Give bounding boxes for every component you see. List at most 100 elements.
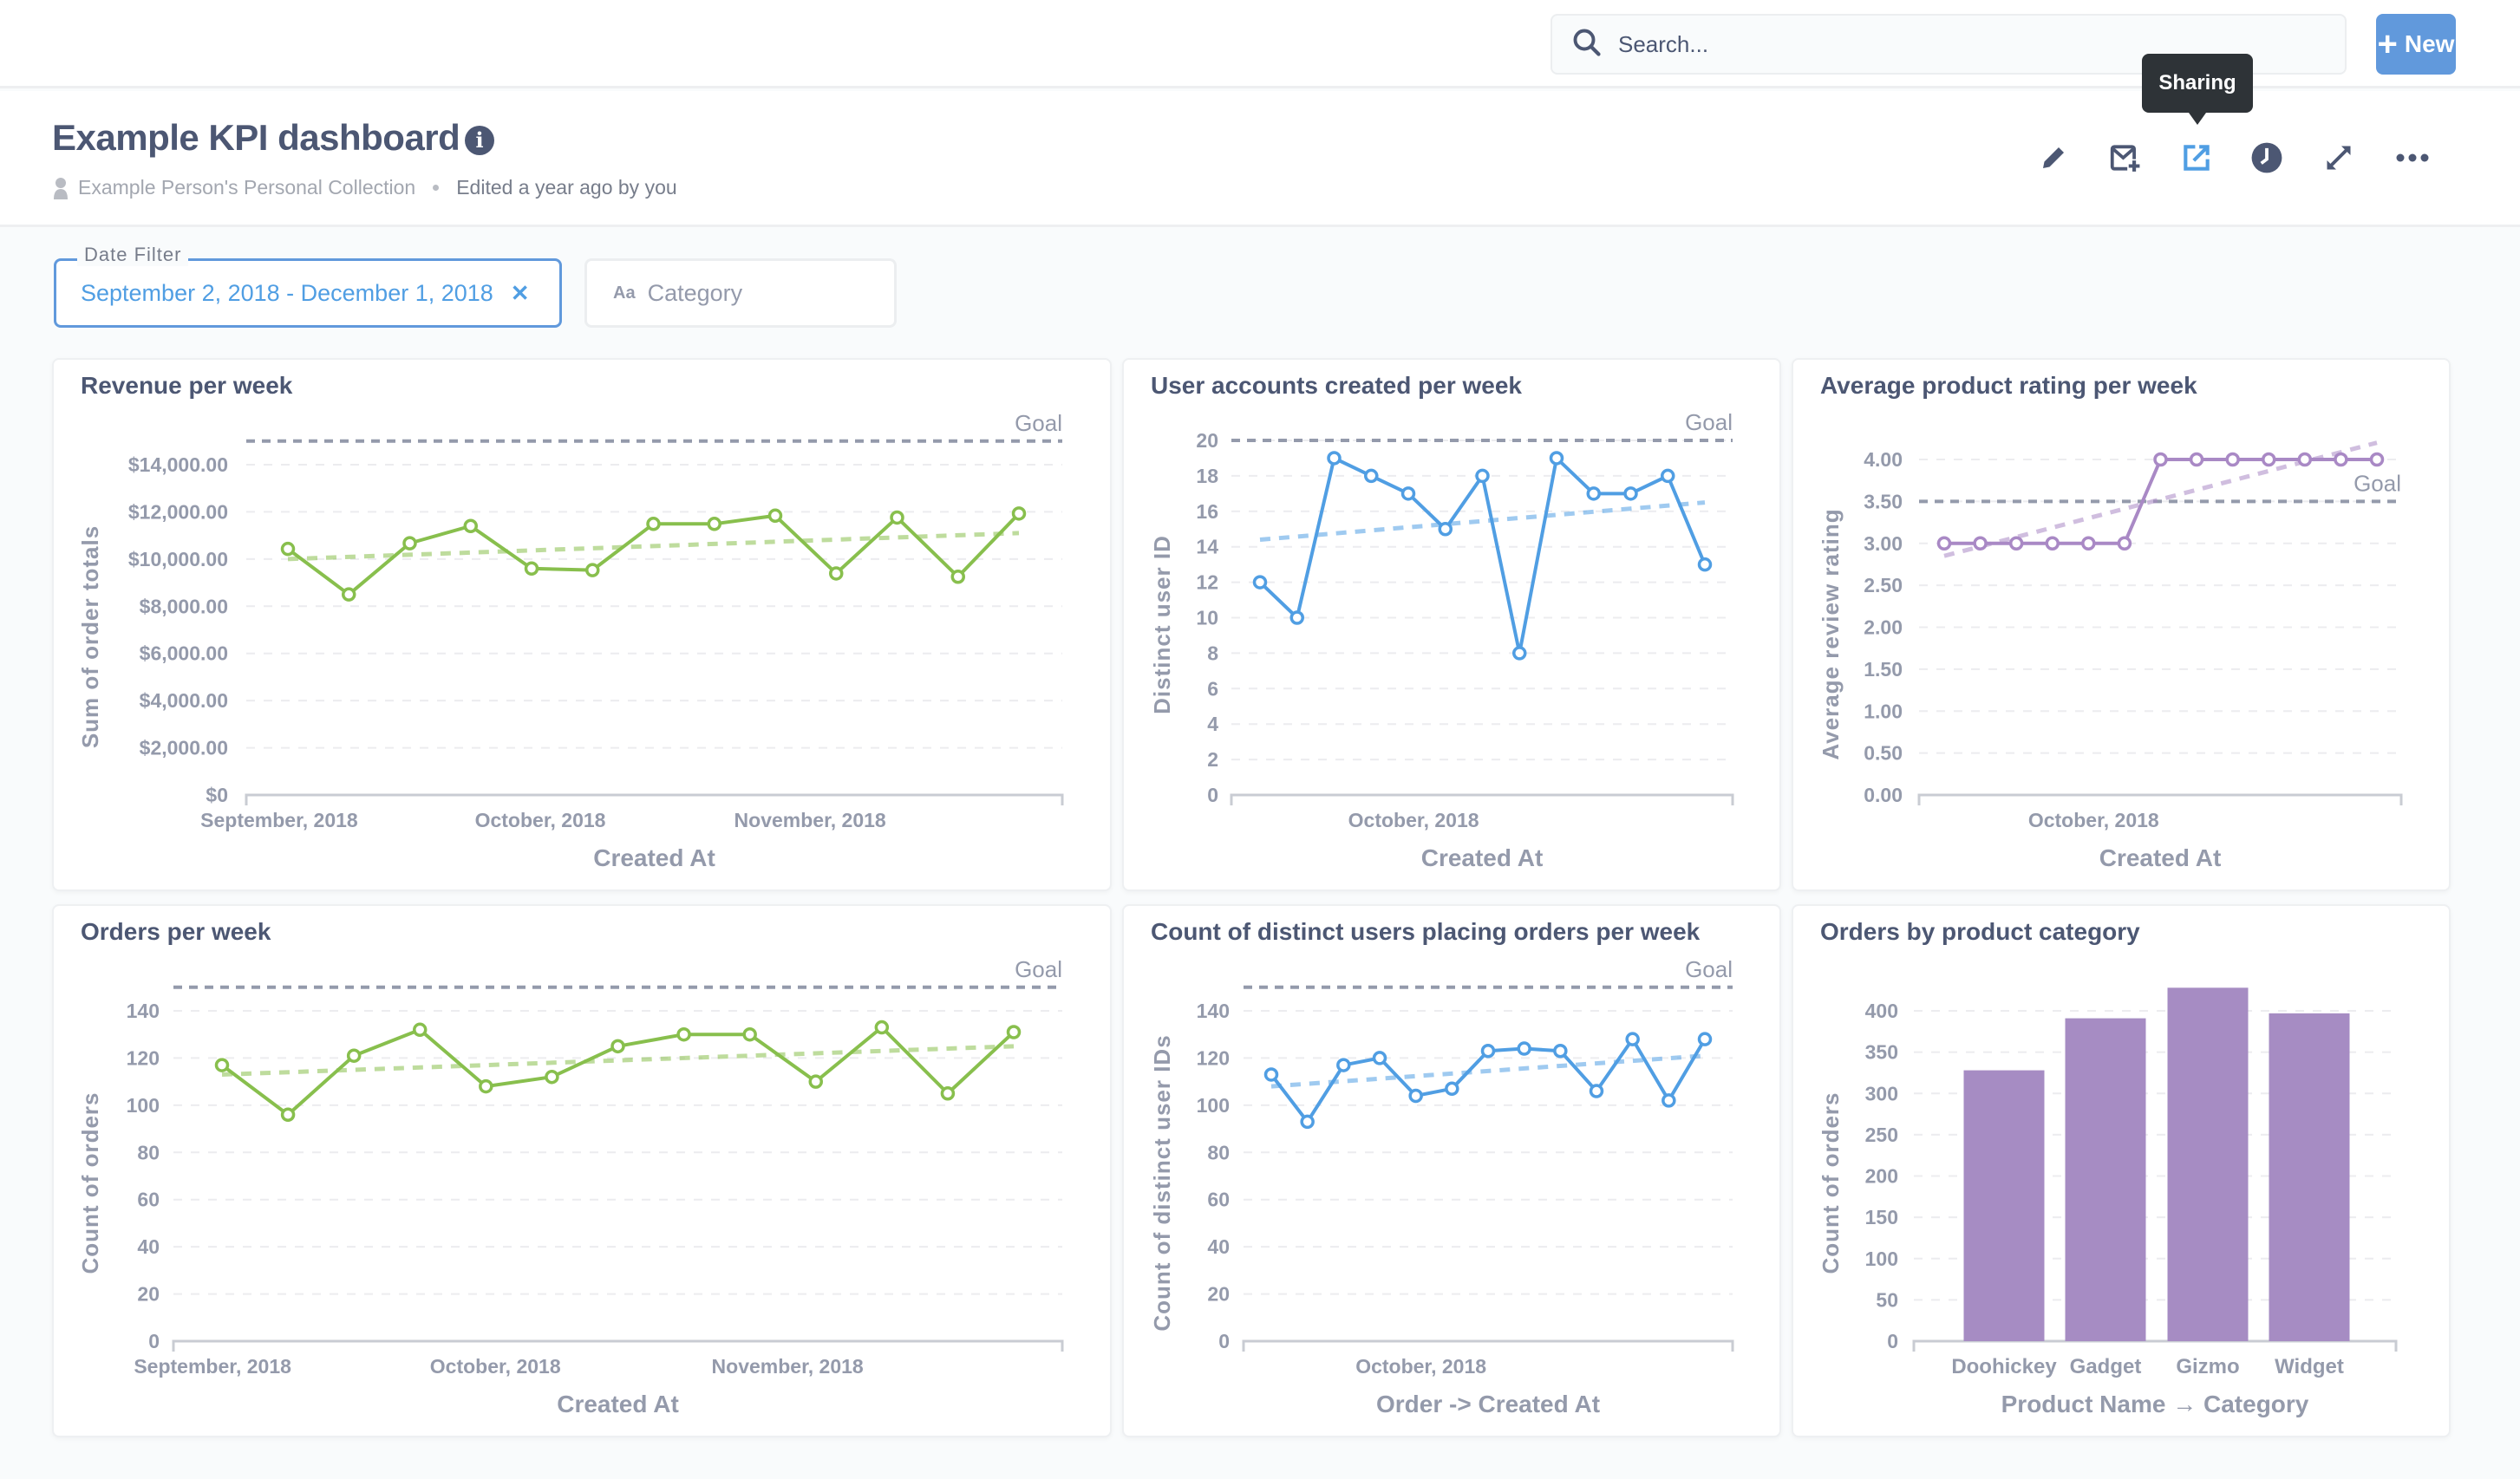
- card-distinct-users-per-week[interactable]: 0 20 40 60 80 100 120 140 Count of distinct user…: [1122, 904, 1781, 1437]
- card-title[interactable]: Count of distinct users placing orders p…: [1151, 918, 1701, 945]
- new-button[interactable]: + New: [2376, 14, 2456, 75]
- card-title[interactable]: Average product rating per week: [1820, 372, 2197, 399]
- fullscreen-button[interactable]: [2320, 139, 2358, 177]
- y-axis-title: Sum of order totals: [77, 525, 103, 748]
- y-tick-label: 10: [1196, 607, 1218, 629]
- category-filter-placeholder: Category: [647, 279, 743, 306]
- y-tick-label: 8: [1207, 642, 1218, 664]
- card-revenue-per-week[interactable]: $0 $2,000.00 $4,000.00 $6,000.00 $8,000.00 $1…: [52, 358, 1112, 891]
- data-point: [1697, 557, 1713, 572]
- y-tick-label: 16: [1196, 500, 1218, 523]
- x-axis-line: [172, 1339, 1064, 1352]
- subscription-icon: [2110, 145, 2141, 173]
- y-tick-label: 60: [1207, 1189, 1230, 1211]
- card-user-accounts-per-week[interactable]: 0 2 4 6 8 10 12 14 16 18 20 Distinct user ID Created…: [1122, 358, 1781, 891]
- x-axis-line: [1912, 1339, 2398, 1352]
- data-point: [2045, 536, 2060, 551]
- data-point: [742, 1026, 757, 1042]
- page-title: Example KPI dashboard: [52, 117, 460, 158]
- y-axis-title: Count of orders: [77, 1092, 103, 1274]
- info-icon[interactable]: i: [465, 126, 494, 155]
- y-axis-title: Distinct user ID: [1149, 535, 1175, 714]
- data-point: [1586, 486, 1601, 501]
- card-average-rating-per-week[interactable]: 0.00 0.50 1.00 1.50 2.00 2.50 3.00 3.50 4.00 Aver…: [1792, 358, 2451, 891]
- category-filter[interactable]: Aa Category: [584, 258, 897, 328]
- collection-link[interactable]: Example Person's Personal Collection: [78, 176, 416, 199]
- data-point: [610, 1039, 625, 1054]
- clear-filter-icon[interactable]: ✕: [510, 279, 530, 306]
- x-tick-label: October, 2018: [475, 809, 606, 831]
- y-tick-label: $2,000.00: [140, 737, 228, 759]
- x-tick-label: October, 2018: [1348, 809, 1479, 831]
- y-tick-label: 350: [1865, 1041, 1898, 1064]
- card-title[interactable]: User accounts created per week: [1151, 372, 1522, 399]
- data-point: [402, 536, 417, 551]
- data-point: [2262, 452, 2276, 467]
- y-tick-label: $14,000.00: [128, 453, 228, 476]
- card-orders-by-category[interactable]: 0 50 100 150 200 250 300 350 400 Count of orders P…: [1792, 904, 2451, 1437]
- chart-svg: 0 50 100 150 200 250 300 350 400 Count of orders P…: [1818, 987, 2398, 1417]
- data-point: [524, 561, 539, 576]
- x-tick-label: Gadget: [2070, 1355, 2142, 1378]
- bar: [2167, 987, 2249, 1341]
- data-point: [342, 587, 356, 602]
- data-point: [1300, 1114, 1315, 1130]
- search-input[interactable]: [1618, 30, 2312, 58]
- y-tick-label: 40: [137, 1235, 160, 1258]
- more-options-button[interactable]: [2393, 139, 2432, 177]
- goal-label: Goal: [2354, 470, 2401, 496]
- x-axis-line: [1917, 793, 2403, 805]
- data-point: [1517, 1041, 1531, 1056]
- x-axis-title: Created At: [1421, 844, 1544, 871]
- card-title[interactable]: Orders by product category: [1820, 918, 2140, 945]
- y-tick-label: $10,000.00: [128, 548, 228, 570]
- x-tick-label: October, 2018: [2028, 809, 2159, 831]
- data-point: [280, 1107, 296, 1122]
- date-filter[interactable]: Date Filter September 2, 2018 - December…: [54, 244, 562, 328]
- data-point: [463, 518, 478, 534]
- data-point: [1625, 1032, 1640, 1046]
- edited-info[interactable]: Edited a year ago by you: [456, 176, 677, 199]
- card-orders-per-week[interactable]: 0 20 40 60 80 100 120 140 Count of orders Created…: [52, 904, 1112, 1437]
- y-tick-label: 14: [1196, 536, 1218, 558]
- y-tick-label: 20: [137, 1283, 160, 1306]
- y-tick-label: $0: [206, 784, 228, 806]
- search-icon: [1571, 27, 1603, 62]
- goal-label: Goal: [1685, 409, 1733, 435]
- data-point: [1661, 468, 1675, 484]
- y-tick-label: 2: [1207, 748, 1218, 771]
- data-point: [1973, 536, 1988, 551]
- card-title[interactable]: Orders per week: [81, 918, 271, 945]
- x-axis-title: Product Name → Category: [2001, 1391, 2309, 1417]
- data-point: [646, 517, 661, 531]
- sharing-icon: [2184, 145, 2210, 171]
- data-point: [585, 563, 600, 577]
- edit-button[interactable]: [2034, 139, 2073, 177]
- data-point: [1623, 486, 1638, 501]
- clock-icon: [2251, 142, 2282, 173]
- series-line: [1258, 456, 1707, 655]
- y-tick-label: 1.00: [1864, 700, 1903, 722]
- data-point: [1372, 1051, 1387, 1065]
- date-filter-label: Date Filter: [77, 244, 189, 266]
- data-point: [346, 1048, 362, 1063]
- y-tick-label: 20: [1196, 429, 1218, 452]
- y-tick-label: 100: [1197, 1094, 1230, 1117]
- x-tick-label: November, 2018: [734, 809, 886, 831]
- sharing-button[interactable]: [2177, 139, 2216, 177]
- x-axis-title: Created At: [557, 1391, 679, 1417]
- x-axis-title: Created At: [593, 844, 715, 871]
- goal-label: Goal: [1015, 410, 1062, 436]
- y-tick-label: 1.50: [1864, 658, 1903, 681]
- card-title[interactable]: Revenue per week: [81, 372, 293, 399]
- x-tick-label: September, 2018: [134, 1355, 291, 1378]
- auto-refresh-button[interactable]: [2248, 139, 2286, 177]
- y-tick-label: $4,000.00: [140, 689, 228, 712]
- data-point: [950, 570, 965, 584]
- y-tick-label: 0: [1887, 1330, 1898, 1352]
- y-tick-label: 60: [137, 1189, 160, 1211]
- data-point: [1263, 1067, 1279, 1082]
- subscriptions-button[interactable]: [2105, 139, 2144, 177]
- separator-dot: [433, 185, 440, 191]
- data-point: [1252, 575, 1268, 590]
